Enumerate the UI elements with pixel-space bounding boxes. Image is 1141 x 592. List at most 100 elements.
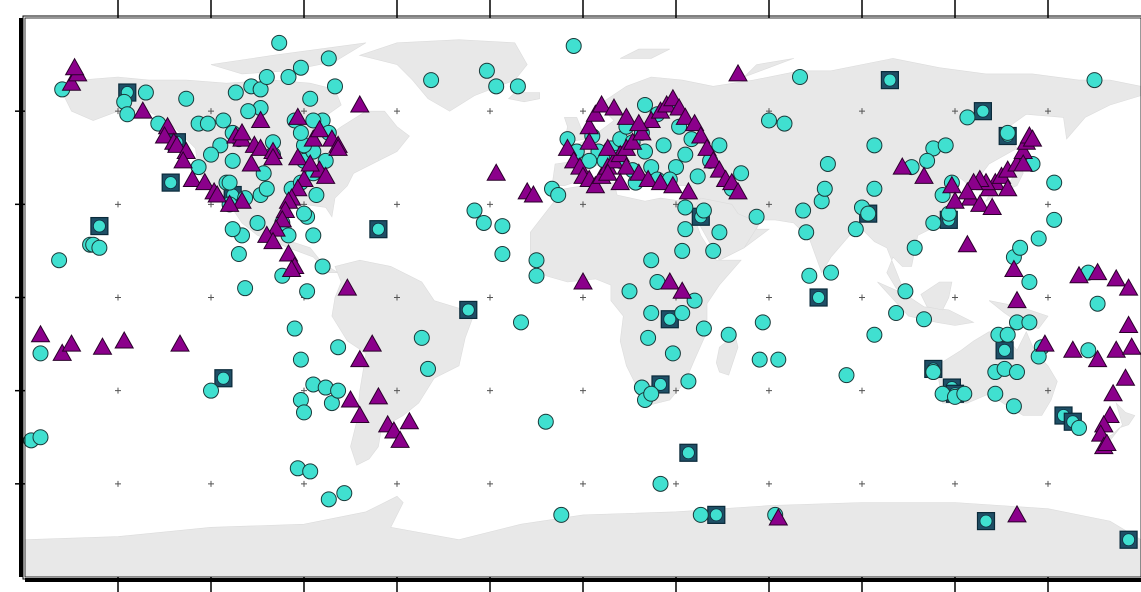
- station-triangle: [892, 157, 913, 175]
- graticule-cross: [394, 387, 400, 394]
- station-square-dot: [654, 378, 667, 391]
- station-triangle: [287, 107, 308, 125]
- graticule-cross: [580, 201, 586, 208]
- station-triangle: [1097, 433, 1117, 451]
- station-triangle: [281, 259, 302, 278]
- station-square-dot: [682, 446, 695, 460]
- graticule-cross: [208, 480, 214, 487]
- station-circle: [494, 218, 511, 235]
- station-circle: [761, 112, 777, 129]
- station-triangle: [1106, 340, 1127, 358]
- station-circle: [1046, 174, 1063, 191]
- station-circle: [643, 252, 660, 269]
- station-circle: [1005, 398, 1022, 415]
- station-circle: [801, 267, 818, 284]
- graticule-cross: [952, 108, 958, 115]
- station-triangle: [597, 138, 618, 156]
- station-circle: [565, 37, 582, 54]
- station-triangle: [616, 107, 637, 125]
- station-circle: [754, 314, 771, 331]
- station-circle: [1071, 419, 1087, 436]
- station-circle: [528, 252, 545, 269]
- station-circle: [680, 373, 697, 390]
- station-circle: [1046, 211, 1063, 228]
- station-triangle: [61, 334, 82, 352]
- station-circle: [286, 320, 303, 337]
- graticule-cross: [952, 294, 958, 301]
- station-circle: [230, 246, 247, 263]
- graticule-cross: [115, 387, 121, 394]
- land-svalbard: [620, 48, 670, 59]
- graticule-cross: [859, 108, 865, 115]
- station-circle: [292, 124, 309, 141]
- station-circle: [237, 280, 254, 297]
- map-frame: [15, 0, 1141, 592]
- station-circle: [224, 221, 241, 238]
- station-circle: [748, 208, 765, 225]
- station-triangle: [672, 281, 693, 299]
- graticule-cross: [673, 480, 679, 487]
- station-circle: [847, 221, 864, 238]
- graticule-cross: [487, 294, 493, 301]
- graticule-cross: [1045, 201, 1051, 208]
- station-circle: [420, 360, 436, 377]
- station-circle: [866, 180, 883, 197]
- station-circle: [674, 305, 691, 322]
- station-circle: [823, 264, 839, 281]
- station-circle: [240, 103, 257, 120]
- station-circle: [553, 506, 570, 523]
- station-circle: [1030, 230, 1047, 247]
- station-circle: [819, 155, 836, 172]
- station-triangle: [1106, 268, 1127, 287]
- station-triangle: [1069, 265, 1089, 284]
- station-triangle: [663, 175, 683, 194]
- station-triangle: [1087, 349, 1108, 368]
- station-circle: [1012, 239, 1029, 256]
- station-circle: [488, 78, 505, 95]
- station-circle: [711, 224, 728, 241]
- station-square-dot: [663, 312, 677, 326]
- station-triangle: [957, 181, 978, 200]
- station-triangle: [309, 119, 330, 138]
- station-circle: [916, 311, 932, 328]
- station-triangle: [942, 175, 962, 194]
- station-triangle: [263, 231, 283, 250]
- station-circle: [770, 351, 787, 368]
- station-triangle: [219, 194, 240, 212]
- station-circle: [494, 246, 511, 263]
- station-circle: [314, 258, 331, 275]
- station-triangle: [982, 197, 1003, 215]
- station-triangle: [170, 334, 190, 352]
- station-triangle: [250, 110, 271, 128]
- station-triangle: [349, 94, 370, 113]
- station-circle: [299, 283, 316, 300]
- station-circle: [866, 137, 883, 154]
- station-circle: [655, 137, 672, 154]
- station-circle: [695, 320, 712, 337]
- station-triangle: [132, 101, 153, 119]
- station-square-dot: [93, 219, 106, 233]
- station-circle: [1089, 295, 1106, 312]
- station-triangle: [585, 175, 606, 194]
- station-circle: [271, 34, 288, 51]
- station-circle: [466, 202, 483, 219]
- station-circle: [203, 146, 219, 163]
- station-square-dot: [461, 303, 475, 317]
- graticule-cross: [208, 108, 214, 115]
- station-square-dot: [216, 371, 230, 385]
- station-triangle: [287, 147, 308, 166]
- station-circle: [528, 267, 545, 284]
- station-triangle: [641, 110, 662, 128]
- station-triangle: [328, 138, 348, 156]
- station-circle: [640, 329, 657, 346]
- station-triangle: [659, 271, 680, 290]
- station-triangle: [997, 178, 1018, 197]
- station-triangle: [628, 113, 649, 132]
- station-circle: [987, 385, 1004, 402]
- station-circle: [302, 463, 319, 480]
- station-circle: [423, 72, 440, 89]
- station-circle: [292, 351, 309, 368]
- station-triangle: [1013, 153, 1034, 172]
- station-triangle: [349, 349, 370, 368]
